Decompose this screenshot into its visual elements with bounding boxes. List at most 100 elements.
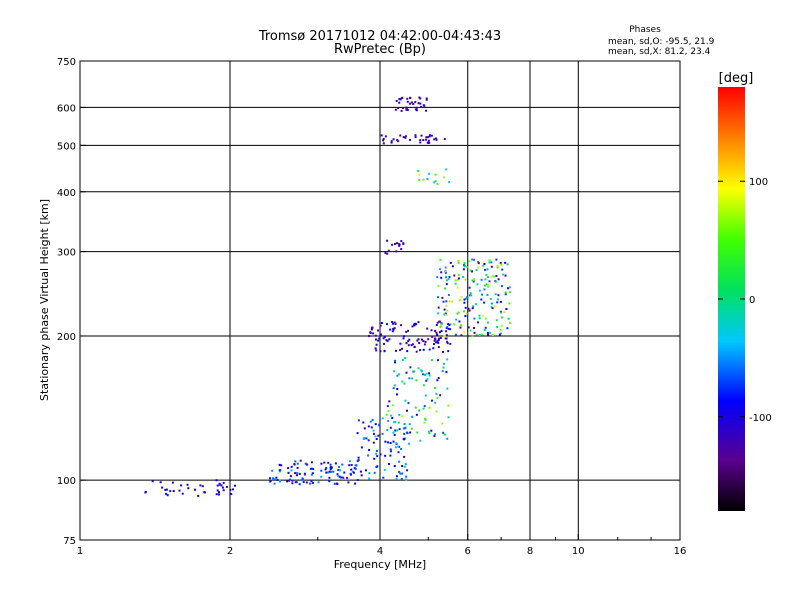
data-point	[386, 339, 389, 342]
data-point	[403, 423, 406, 426]
data-point	[507, 317, 510, 320]
data-point	[435, 410, 438, 413]
data-point	[422, 139, 425, 142]
data-point	[426, 327, 429, 330]
data-point	[443, 176, 445, 179]
data-point	[320, 469, 323, 472]
data-point	[395, 475, 398, 478]
data-point	[497, 298, 499, 301]
data-point	[402, 242, 405, 245]
data-point	[451, 265, 454, 268]
y-tick-label: 500	[57, 141, 76, 152]
data-point	[463, 264, 466, 266]
data-point	[346, 476, 349, 479]
data-point	[218, 482, 221, 485]
data-point	[446, 342, 449, 345]
data-point	[404, 357, 407, 359]
data-point	[413, 323, 416, 326]
data-point	[280, 464, 283, 467]
data-point	[287, 471, 290, 474]
data-point	[483, 329, 486, 331]
data-point	[337, 474, 340, 477]
data-point	[486, 321, 489, 324]
data-point	[490, 302, 493, 305]
data-point	[320, 475, 323, 478]
y-tick-label: 300	[57, 248, 76, 259]
data-point	[386, 252, 389, 255]
data-point	[482, 264, 485, 267]
data-point	[443, 138, 446, 140]
data-point	[488, 280, 491, 283]
data-point	[289, 475, 292, 478]
data-point	[425, 379, 428, 382]
data-point	[463, 298, 466, 301]
data-point	[350, 468, 353, 471]
stats-line-x: mean, sd,X: 81.2, 23.4	[608, 47, 711, 57]
data-point	[483, 301, 486, 304]
data-point	[496, 301, 499, 304]
data-point	[375, 338, 377, 341]
x-tick-label: 2	[227, 546, 233, 557]
data-point	[151, 480, 154, 483]
data-point	[397, 140, 400, 143]
data-point	[423, 343, 426, 346]
data-point	[497, 294, 500, 297]
data-point	[399, 349, 402, 352]
data-point	[296, 481, 298, 484]
data-point	[506, 327, 509, 330]
data-point	[178, 489, 181, 492]
data-point	[507, 287, 510, 290]
data-point	[496, 326, 499, 329]
data-point	[391, 417, 394, 419]
data-point	[457, 261, 460, 264]
data-point	[327, 461, 330, 464]
data-point	[394, 446, 397, 449]
data-point	[477, 266, 480, 269]
y-tick-label: 75	[63, 536, 76, 547]
data-point	[465, 297, 467, 300]
data-point	[409, 96, 411, 99]
data-point	[186, 483, 189, 486]
data-point	[278, 463, 281, 466]
data-point	[425, 109, 428, 112]
data-point	[487, 283, 490, 286]
data-point	[401, 347, 403, 350]
data-point	[500, 324, 503, 327]
data-point	[471, 279, 474, 282]
data-point	[411, 377, 414, 380]
data-point	[430, 134, 433, 137]
data-point	[434, 329, 437, 332]
data-point	[468, 286, 471, 289]
data-point	[417, 338, 420, 341]
data-point	[333, 482, 336, 485]
data-point	[397, 421, 400, 424]
data-point	[422, 407, 425, 410]
data-point	[495, 280, 498, 283]
colorbar-tick-label: 0	[749, 295, 755, 306]
data-point	[496, 266, 499, 269]
data-point	[406, 100, 409, 103]
data-point	[329, 468, 332, 471]
data-point	[373, 432, 375, 435]
data-point	[445, 337, 448, 340]
data-point	[424, 373, 427, 376]
data-point	[412, 102, 415, 105]
data-point	[486, 268, 489, 271]
data-point	[483, 263, 486, 265]
data-point	[489, 298, 492, 300]
data-point	[368, 477, 371, 480]
data-point	[420, 105, 423, 108]
data-point	[382, 142, 385, 145]
data-point	[379, 333, 382, 336]
data-point	[433, 181, 436, 184]
data-point	[398, 414, 401, 416]
data-point	[488, 261, 491, 264]
data-point	[365, 437, 368, 440]
data-point	[467, 326, 470, 329]
data-point	[382, 139, 385, 142]
data-point	[180, 484, 183, 487]
data-point	[393, 384, 396, 387]
data-point	[396, 393, 398, 396]
data-point	[439, 258, 442, 261]
data-point	[291, 482, 294, 485]
